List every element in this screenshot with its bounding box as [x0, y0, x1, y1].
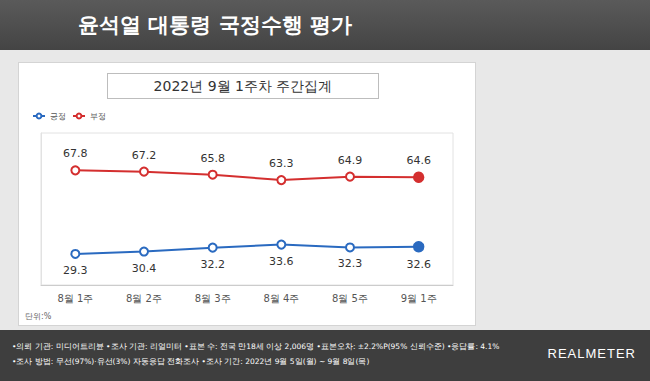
html-text:REALMETER: REALMETER [547, 346, 636, 361]
svg-text:8월 2주: 8월 2주 [126, 293, 162, 304]
svg-text:65.8: 65.8 [200, 152, 225, 165]
svg-text:29.3: 29.3 [63, 264, 87, 277]
svg-text:63.3: 63.3 [269, 157, 294, 170]
svg-text:32.3: 32.3 [338, 257, 363, 270]
html-text:•의뢰 기관: 미디어트리뷴 •조사 기관: 리얼미터 •표: •의뢰 기관: 미디어트리뷴 •조사 기관: 리얼미터 •표본 수: 전국 만1… [12, 342, 500, 351]
svg-text:67.2: 67.2 [132, 149, 157, 162]
svg-text:부정: 부정 [90, 112, 106, 121]
svg-text:30.4: 30.4 [132, 262, 157, 275]
html-text:단위:%: 단위:% [25, 312, 52, 321]
html-text:•조사 방법: 무선(97%)·유선(3%) 자동응답 전화: •조사 방법: 무선(97%)·유선(3%) 자동응답 전화조사 •조사 기간:… [12, 357, 370, 366]
svg-text:8월 3주: 8월 3주 [195, 293, 231, 304]
svg-text:8월 4주: 8월 4주 [263, 293, 299, 304]
svg-text:8월 5주: 8월 5주 [332, 293, 368, 304]
svg-text:8월 1주: 8월 1주 [57, 293, 93, 304]
svg-text:32.2: 32.2 [200, 258, 225, 271]
svg-text:67.8: 67.8 [63, 147, 87, 160]
svg-text:33.6: 33.6 [269, 255, 294, 268]
svg-text:32.6: 32.6 [406, 258, 431, 271]
html-text:윤석열 대통령 국정수행 평가: 윤석열 대통령 국정수행 평가 [78, 13, 352, 37]
svg-text:64.9: 64.9 [338, 154, 363, 167]
svg-text:64.6: 64.6 [406, 154, 431, 167]
svg-text:긍정: 긍정 [50, 112, 66, 121]
html-text:2022년 9월 1주차 주간집계: 2022년 9월 1주차 주간집계 [153, 78, 333, 94]
svg-text:9월 1주: 9월 1주 [401, 293, 437, 304]
